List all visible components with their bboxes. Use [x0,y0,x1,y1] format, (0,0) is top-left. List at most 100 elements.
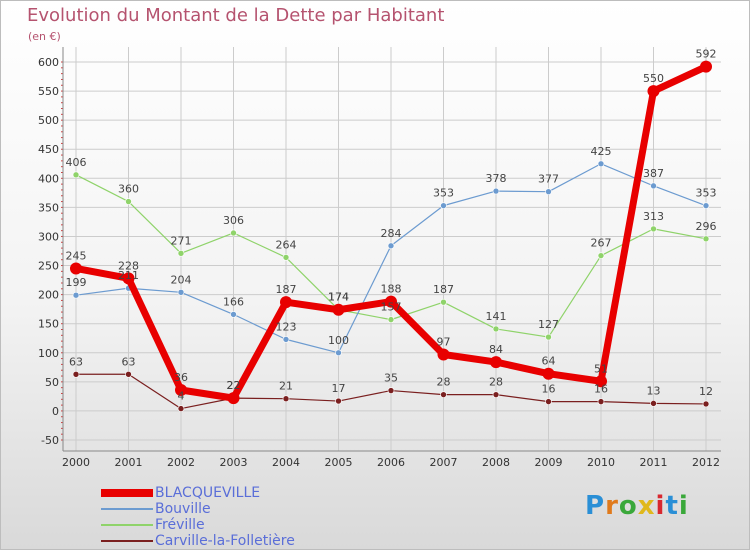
data-point [335,349,342,357]
legend-label: Carville-la-Folletière [155,533,295,549]
logo-letter: r [605,491,619,521]
data-label: 360 [118,183,139,196]
y-tick-label: 350 [38,201,59,214]
data-point [700,60,712,73]
logo-letter: i [678,491,689,521]
data-point [177,288,185,296]
data-point [280,296,292,309]
data-point [650,225,657,233]
y-tick-label: 200 [38,289,59,302]
x-tick-label: 2011 [640,456,668,469]
y-tick-label: -50 [41,434,59,447]
data-point [387,316,395,323]
data-point [282,336,290,343]
data-label: 100 [328,334,349,347]
data-label: 84 [489,343,503,356]
data-point [227,392,240,405]
x-tick-label: 2003 [220,456,248,469]
data-point [440,202,447,209]
data-point [492,325,500,333]
data-label: 406 [66,156,87,169]
data-label: 264 [276,238,297,251]
data-label: 592 [696,48,717,61]
x-tick-label: 2000 [62,456,90,469]
data-label: 28 [489,376,503,389]
data-point [72,171,80,179]
data-point [702,202,710,209]
data-label: 16 [594,383,608,396]
x-tick-label: 2008 [482,456,510,469]
y-tick-label: 50 [45,376,59,389]
data-point [440,298,447,306]
logo-letter: t [665,491,679,521]
data-label: 157 [381,301,402,314]
data-point [387,387,395,394]
data-point [595,375,607,388]
data-label: 353 [696,187,717,200]
data-label: 22 [227,379,241,392]
data-label: 17 [332,382,346,395]
legend-swatch [101,489,153,497]
data-point [597,160,605,168]
data-label: 199 [66,276,87,289]
y-tick-label: 100 [38,347,59,360]
data-label: 174 [328,291,349,304]
data-point [122,272,135,285]
data-point [440,391,447,398]
data-label: 51 [594,362,608,375]
data-point [332,303,345,316]
data-point [702,400,710,408]
data-label: 36 [174,371,188,384]
x-tick-label: 2010 [587,456,615,469]
data-label: 28 [437,376,451,389]
data-label: 64 [542,355,556,368]
y-tick-label: 250 [38,260,59,273]
data-labels: 63 63 4 22 21 17 35 28 28 16 16 13 12 406 360 271 306 264… [66,48,717,403]
y-tick-label: 450 [38,143,59,156]
data-point [125,370,132,378]
data-label: 284 [381,227,402,240]
data-label: 187 [276,283,297,296]
data-label: 35 [384,372,398,385]
data-label: 141 [486,310,507,323]
data-label: 211 [118,269,139,282]
data-label: 204 [171,273,192,286]
data-label: 123 [276,320,297,333]
data-point [175,383,187,396]
data-label: 188 [381,283,402,296]
x-tick-label: 2006 [377,456,405,469]
data-label: 550 [643,72,664,85]
data-point [545,398,552,405]
data-point [597,398,605,405]
data-point [492,187,500,195]
data-label: 267 [591,237,612,250]
data-label: 377 [538,173,559,186]
data-label: 21 [279,380,293,393]
proxiti-logo: Proxiti [585,491,689,521]
data-point [70,262,82,275]
x-tick-label: 2002 [167,456,195,469]
data-point [72,291,80,299]
data-point [177,250,185,257]
data-label: 22 [227,379,241,392]
x-tick-label: 2009 [535,456,563,469]
data-label: 97 [437,336,451,349]
data-label: 296 [696,220,717,233]
y-tick-label: 550 [38,85,59,98]
data-point [650,400,657,407]
data-point [387,242,395,250]
data-label: 306 [223,214,244,227]
data-point [230,311,237,318]
data-label: 4 [178,390,185,403]
y-tick-label: 400 [38,172,59,185]
data-label: 228 [118,259,139,272]
legend-label: Fréville [155,517,205,533]
x-tick-label: 2001 [115,456,143,469]
axes: -50 0 50 100 150 200 250 300 350 400 450 500 550 600 2… [38,47,721,469]
x-tick-label: 2012 [692,456,720,469]
legend-swatch [101,524,153,526]
data-point [545,333,552,341]
legend-label: Bouville [155,501,211,517]
legend-swatch [101,508,153,510]
